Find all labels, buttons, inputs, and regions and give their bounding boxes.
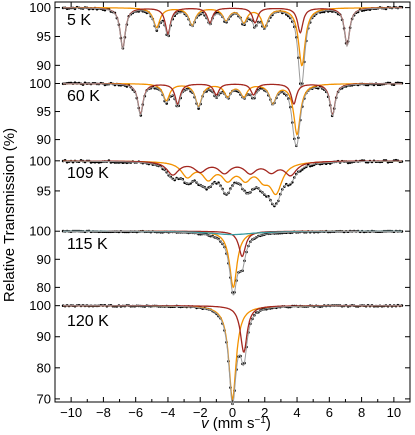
panel-109-k: 100 95 109 K bbox=[29, 153, 410, 208]
x-tick-label: 6 bbox=[326, 405, 333, 420]
x-tick-label: −4 bbox=[161, 405, 176, 420]
y-tick-label: 100 bbox=[29, 76, 51, 91]
y-tick-label: 90 bbox=[37, 252, 51, 267]
x-tick-label: 10 bbox=[387, 405, 401, 420]
panel-label: 115 K bbox=[67, 236, 108, 253]
total-fit-curve bbox=[63, 305, 402, 406]
orange-component-curve bbox=[63, 305, 402, 401]
panel-115-k: 100 90 80 115 K bbox=[29, 224, 410, 296]
panel-5-k: 100 95 90 5 K bbox=[29, 0, 410, 88]
x-tick-label: −2 bbox=[193, 405, 208, 420]
data-point bbox=[197, 107, 200, 110]
total-fit-curve bbox=[63, 83, 402, 147]
total-fit-curve bbox=[63, 230, 402, 296]
orange-component-curve bbox=[63, 230, 402, 289]
panel-label: 109 K bbox=[67, 165, 109, 182]
orange-component-curve bbox=[63, 7, 402, 67]
orange-component-curve bbox=[63, 160, 403, 196]
y-axis-title: Relative Transmission (%) bbox=[1, 128, 18, 302]
red-component-curve bbox=[63, 305, 402, 354]
x-axis-variable: v bbox=[201, 415, 210, 432]
x-tick-label: 2 bbox=[261, 405, 268, 420]
x-axis-units: (mm s bbox=[209, 415, 255, 432]
y-tick-label: 100 bbox=[29, 0, 51, 15]
total-fit-curve bbox=[63, 160, 402, 206]
y-tick-label: 90 bbox=[37, 132, 51, 147]
y-tick-label: 80 bbox=[37, 280, 51, 295]
x-tick-label: 8 bbox=[358, 405, 365, 420]
y-tick-label: 80 bbox=[37, 360, 51, 375]
y-tick-label: 90 bbox=[37, 329, 51, 344]
x-tick-label: −6 bbox=[128, 405, 143, 420]
x-axis-units-close: ) bbox=[266, 415, 271, 432]
y-tick-label: 100 bbox=[29, 153, 51, 168]
x-axis-title: v (mm s−1) bbox=[201, 415, 271, 432]
x-tick-label: −8 bbox=[96, 405, 111, 420]
y-tick-label: 95 bbox=[37, 104, 51, 119]
panel-120-k: 100 90 80 70 120 K bbox=[29, 298, 410, 406]
x-tick-label: −10 bbox=[60, 405, 82, 420]
panel-label: 5 K bbox=[67, 12, 91, 29]
y-tick-label: 100 bbox=[29, 224, 51, 239]
panel-60-k: 100 95 90 60 K bbox=[29, 76, 410, 148]
y-tick-label: 70 bbox=[37, 391, 51, 406]
plot-frame bbox=[54, 1, 411, 403]
x-tick-label: 4 bbox=[293, 405, 300, 420]
x-tick-label: 0 bbox=[229, 405, 236, 420]
total-fit-curve bbox=[63, 7, 402, 88]
panel-label: 60 K bbox=[67, 88, 100, 105]
y-tick-label: 90 bbox=[37, 58, 51, 73]
y-tick-label: 95 bbox=[37, 29, 51, 44]
x-axis-units-exponent: −1 bbox=[254, 415, 266, 426]
y-tick-label: 95 bbox=[37, 183, 51, 198]
red-component-curve bbox=[63, 82, 402, 116]
y-tick-label: 100 bbox=[29, 298, 51, 313]
panel-label: 120 K bbox=[67, 313, 109, 330]
